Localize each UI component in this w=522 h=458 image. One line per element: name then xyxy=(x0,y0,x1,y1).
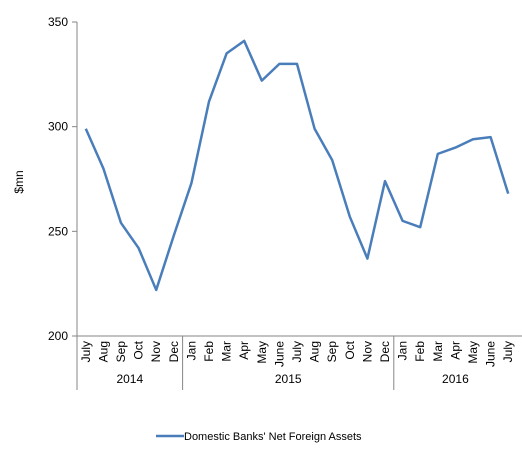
x-tick-label: Feb xyxy=(202,341,216,362)
group-label: 2015 xyxy=(275,372,302,386)
x-tick-label: Oct xyxy=(343,340,357,359)
x-tick-label: Aug xyxy=(96,341,110,362)
group-label: 2014 xyxy=(116,372,143,386)
x-tick-label: Dec xyxy=(378,341,392,362)
y-tick-label: 250 xyxy=(48,224,68,238)
x-tick-label: Nov xyxy=(360,341,374,362)
x-tick-label: June xyxy=(484,341,498,367)
legend-label: Domestic Banks' Net Foreign Assets xyxy=(184,431,362,443)
line-series xyxy=(84,39,510,292)
x-tick-label: Sep xyxy=(325,341,339,363)
y-tick-label: 300 xyxy=(48,120,68,134)
x-tick-label: Mar xyxy=(220,341,234,362)
x-tick-label: Jan xyxy=(396,341,410,360)
x-tick-label: Aug xyxy=(308,341,322,362)
x-tick-label: Apr xyxy=(237,341,251,360)
x-tick-label: Jan xyxy=(184,341,198,360)
x-tick-label: May xyxy=(466,341,480,364)
x-tick-label: Nov xyxy=(149,341,163,362)
y-axis-label: $mn xyxy=(12,170,26,193)
x-tick-label: Mar xyxy=(431,341,445,362)
y-tick-label: 350 xyxy=(48,15,68,29)
x-tick-label: June xyxy=(272,341,286,367)
x-tick-label: July xyxy=(79,341,93,362)
x-tick-label: Oct xyxy=(132,340,146,359)
x-tick-label: Feb xyxy=(413,341,427,362)
x-tick-label: Sep xyxy=(114,341,128,363)
x-tick-label: July xyxy=(290,341,304,362)
x-tick-label: Dec xyxy=(167,341,181,362)
y-tick-label: 200 xyxy=(48,329,68,343)
x-tick-label: May xyxy=(255,341,269,364)
group-label: 2016 xyxy=(442,372,469,386)
x-tick-label: July xyxy=(501,341,515,362)
x-tick-label: Apr xyxy=(448,341,462,360)
